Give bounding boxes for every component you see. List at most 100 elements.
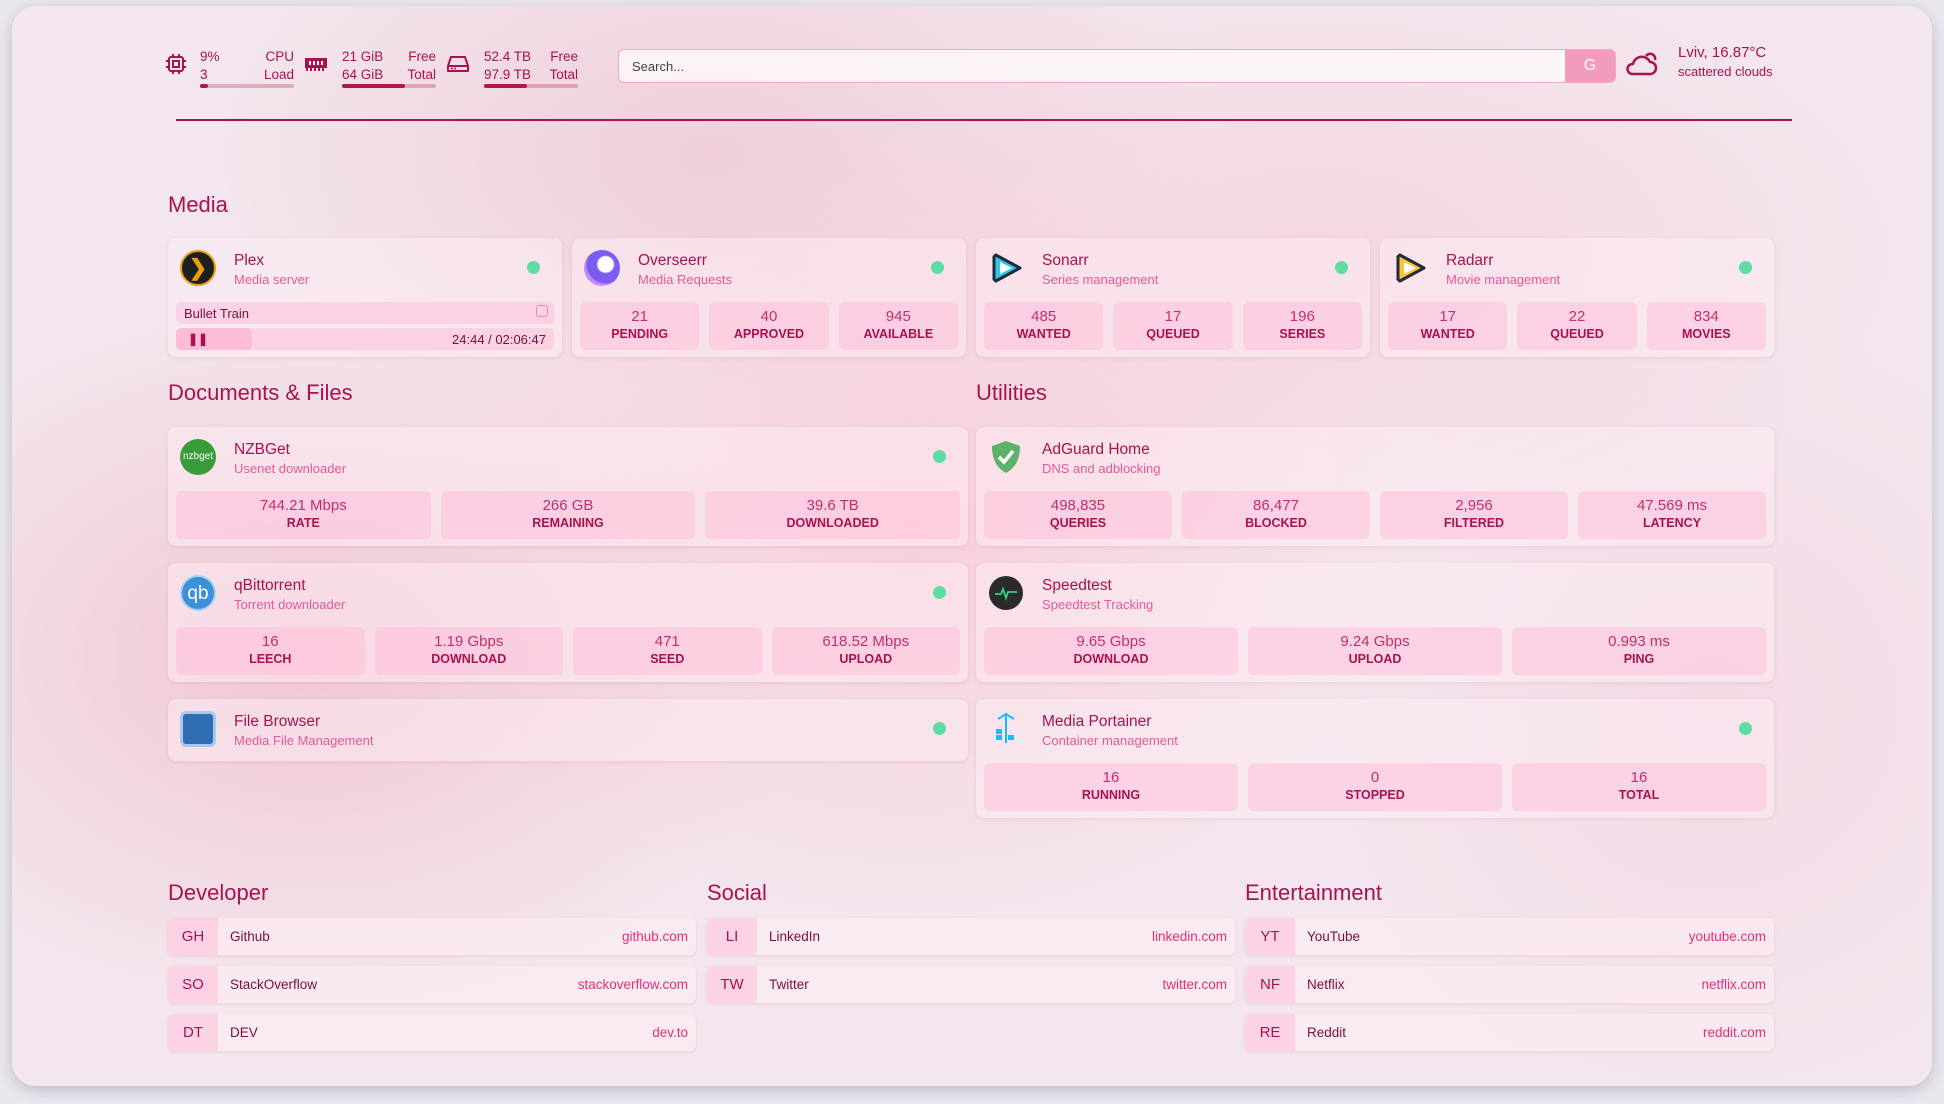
status-dot [1739, 722, 1752, 735]
label: STOPPED [1345, 788, 1405, 802]
status-dot [527, 261, 540, 274]
value: 86,477 [1253, 497, 1299, 514]
value: 16 [1630, 769, 1648, 786]
service-name: Overseerr [638, 252, 707, 269]
bookmark-github[interactable]: GH Github github.com [168, 918, 696, 955]
stats-row: 16 RUNNING 0 STOPPED 16 TOTAL [984, 763, 1766, 811]
label: DOWNLOAD [431, 652, 507, 666]
service-card-speedtest[interactable]: Speedtest Speedtest Tracking 9.65 Gbps DO… [976, 563, 1774, 682]
label: Github [230, 929, 270, 944]
value: 196 [1289, 308, 1315, 325]
service-description: Media File Management [234, 733, 374, 748]
label: QUEUED [1146, 327, 1200, 341]
service-card-nzbget[interactable]: nzbget NZBGet Usenet downloader 744.21 M… [168, 427, 968, 546]
search-box: G [618, 49, 1616, 83]
label: DOWNLOADED [786, 516, 879, 530]
disk-icon [447, 56, 469, 72]
bookmark-twitter[interactable]: TW Twitter twitter.com [707, 966, 1235, 1003]
service-name: NZBGet [234, 441, 290, 458]
service-card-qbittorrent[interactable]: qb qBittorrent Torrent downloader 16 LEEC… [168, 563, 968, 682]
label: WANTED [1016, 327, 1071, 341]
label: LATENCY [1642, 516, 1702, 530]
value: 2,956 [1455, 497, 1493, 514]
free-label: Free [550, 49, 578, 64]
stat-upload: 618.52 Mbps UPLOAD [771, 627, 960, 675]
label: BLOCKED [1245, 516, 1307, 530]
label: StackOverflow [230, 977, 318, 992]
radarr-logo-icon [1396, 252, 1426, 284]
label: DEV [230, 1025, 258, 1040]
label: APPROVED [733, 327, 805, 341]
bookmark-stackoverflow[interactable]: SO StackOverflow stackoverflow.com [168, 966, 696, 1003]
stats-row: 498,835 QUERIES 86,477 BLOCKED 2,956 FILTER… [984, 491, 1766, 539]
bookmark-reddit[interactable]: RE Reddit reddit.com [1245, 1014, 1774, 1051]
value: 945 [885, 308, 911, 325]
bookmark-netflix[interactable]: NF Netflix netflix.com [1245, 966, 1774, 1003]
disk-bar-fill [484, 84, 528, 88]
overseerr-logo-icon [584, 250, 620, 286]
value: linkedin.com [1151, 929, 1227, 944]
playback-bar: ❚❚ 24:44 / 02:06:47 [176, 328, 554, 350]
label: RE [1245, 1014, 1295, 1051]
value: 834 [1693, 308, 1719, 325]
value: stackoverflow.com [577, 977, 688, 992]
service-description: Media Requests [638, 272, 732, 287]
stat-remaining: 266 GB REMAINING [440, 491, 696, 539]
search-input[interactable] [619, 50, 1559, 82]
service-card-radarr[interactable]: Radarr Movie management 17 WANTED 22 QUEUE… [1380, 238, 1774, 357]
value: 47.569 ms [1636, 497, 1708, 514]
service-card-portainer[interactable]: Media Portainer Container management 16 R… [976, 699, 1774, 818]
stats-row: 9.65 Gbps DOWNLOAD 9.24 Gbps UPLOAD 0.993 … [984, 627, 1766, 675]
service-card-sonarr[interactable]: Sonarr Series management 485 WANTED 17 QUE… [976, 238, 1370, 357]
label: DT [168, 1014, 218, 1051]
service-name: Media Portainer [1042, 713, 1152, 730]
search-provider-button[interactable]: G [1565, 50, 1615, 82]
label: Twitter [769, 977, 809, 992]
value: 485 [1031, 308, 1057, 325]
value: reddit.com [1702, 1025, 1766, 1040]
section-title-developer: Developer [168, 880, 269, 905]
service-name: Radarr [1446, 252, 1494, 269]
value: 16 [1102, 769, 1120, 786]
label: UPLOAD [839, 652, 893, 666]
memory-total: 64 GiB [342, 67, 384, 82]
service-name: AdGuard Home [1042, 441, 1150, 458]
sonarr-logo-icon [992, 252, 1022, 284]
bookmark-linkedin[interactable]: LI LinkedIn linkedin.com [707, 918, 1235, 955]
portainer-logo-icon [996, 712, 1015, 743]
label: FILTERED [1443, 516, 1505, 530]
stat-queries: 498,835 QUERIES [984, 491, 1172, 539]
section-title-social: Social [707, 880, 767, 905]
service-name: Speedtest [1042, 577, 1112, 594]
playback-time: 24:44 / 02:06:47 [452, 332, 546, 347]
load-label: Load [263, 67, 294, 82]
label: GH [168, 918, 218, 955]
section-title-entertainment: Entertainment [1245, 880, 1382, 905]
stats-row: 17 WANTED 22 QUEUED 834 MOVIES [1388, 302, 1766, 350]
stat-latency: 47.569 ms LATENCY [1578, 491, 1766, 539]
value: 16 [261, 633, 279, 650]
value: github.com [621, 929, 688, 944]
pause-icon[interactable]: ❚❚ [188, 332, 209, 346]
bookmark-dev[interactable]: DT DEV dev.to [168, 1014, 696, 1051]
service-description: Media server [234, 272, 310, 287]
label: YT [1245, 918, 1295, 955]
section-title-utilities: Utilities [976, 380, 1047, 405]
disk-free: 52.4 TB [484, 49, 532, 64]
service-name: Sonarr [1042, 252, 1089, 269]
status-dot [933, 722, 946, 735]
stats-row: 485 WANTED 17 QUEUED 196 SERIES [984, 302, 1362, 350]
service-card-adguard[interactable]: AdGuard Home DNS and adblocking 498,835 Q… [976, 427, 1774, 546]
stat-rate: 744.21 Mbps RATE [176, 491, 431, 539]
service-card-file-browser[interactable]: File Browser Media File Management [168, 699, 968, 761]
bookmark-youtube[interactable]: YT YouTube youtube.com [1245, 918, 1774, 955]
cpu-widget: 9% 3 CPU Load [200, 48, 294, 88]
status-dot [1335, 261, 1348, 274]
service-card-overseerr[interactable]: Overseerr Media Requests 21 PENDING 40 APP… [572, 238, 966, 357]
label: RATE [286, 516, 320, 530]
service-card-plex[interactable]: ❯ Plex Media server Bullet Train ❚❚ 24:4… [168, 238, 562, 357]
value: netflix.com [1701, 977, 1766, 992]
value: 9.24 Gbps [1340, 633, 1410, 650]
label: RUNNING [1081, 788, 1141, 802]
stat-wanted: 485 WANTED [984, 302, 1104, 350]
